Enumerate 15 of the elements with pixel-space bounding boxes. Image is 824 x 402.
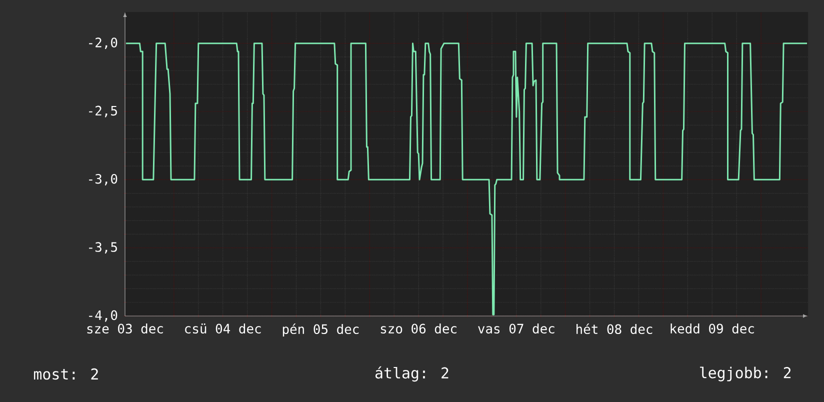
text: most: 2 [34, 368, 98, 380]
y-tick-label: -3,0 [89, 174, 118, 186]
x-tick-label: hét 08 dec [576, 324, 652, 334]
text: legjobb: 2 [700, 366, 791, 382]
x-tick-label: vas 07 dec [478, 324, 554, 334]
y-tick-label: -3,5 [89, 242, 117, 254]
y-tick-label: -4,0 [89, 310, 118, 322]
x-tick-label: szo 06 dec [380, 324, 456, 334]
x-tick-label: sze 03 dec [87, 324, 163, 334]
x-tick-label: csü 04 dec [185, 324, 261, 334]
text: átlag: 2 [375, 366, 448, 382]
x-tick-label: pén 05 dec [282, 324, 359, 337]
y-tick-label: -2,0 [89, 38, 118, 50]
y-tick-label: -2,5 [89, 106, 117, 118]
x-tick-label: kedd 09 dec [670, 324, 754, 334]
